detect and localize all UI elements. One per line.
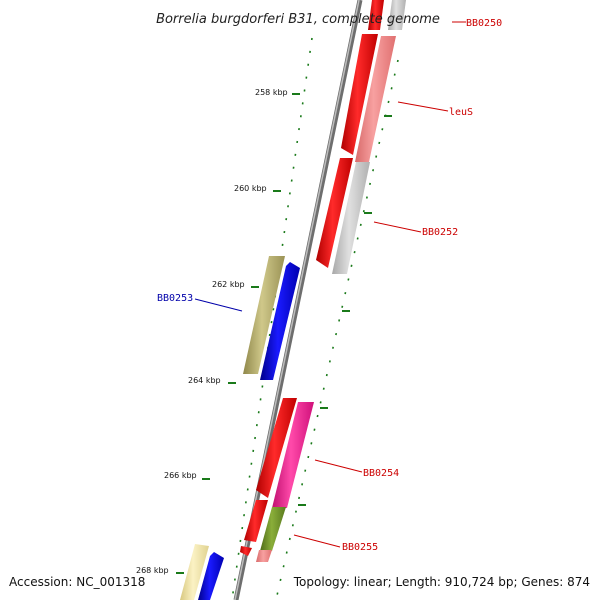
tick-label-260: 260 kbp xyxy=(234,184,267,193)
accession-label: Accession: NC_001318 xyxy=(9,575,145,589)
genome-summary: Topology: linear; Length: 910,724 bp; Ge… xyxy=(293,575,590,589)
gene-label-BB0252[interactable]: BB0252 xyxy=(422,227,458,238)
map-title: Borrelia burgdorferi B31, complete genom… xyxy=(156,12,440,27)
gene-BB0254[interactable] xyxy=(256,398,314,508)
tick-label-268: 268 kbp xyxy=(136,566,169,575)
gene-BB0252[interactable] xyxy=(316,158,370,274)
gene-label-leuS[interactable]: leuS xyxy=(449,107,473,118)
gene-BB0253[interactable] xyxy=(243,256,300,380)
tick-label-266: 266 kbp xyxy=(164,471,197,480)
tick-label-258: 258 kbp xyxy=(255,88,288,97)
gene-label-BB0250[interactable]: BB0250 xyxy=(466,18,502,29)
major-ticks-right xyxy=(298,115,392,506)
gene-BB0250-forward[interactable] xyxy=(368,0,406,30)
gene-label-BB0255[interactable]: BB0255 xyxy=(342,542,378,553)
gene-label-BB0253[interactable]: BB0253 xyxy=(157,293,193,304)
major-ticks-left xyxy=(176,93,300,574)
gene-leuS[interactable] xyxy=(341,34,396,162)
gene-BB0255[interactable] xyxy=(240,500,286,562)
label-leaders xyxy=(194,21,466,548)
tick-label-262: 262 kbp xyxy=(212,280,245,289)
tick-label-264: 264 kbp xyxy=(188,376,221,385)
gene-bottom-partial[interactable] xyxy=(180,544,224,600)
gene-label-BB0254[interactable]: BB0254 xyxy=(363,468,399,479)
tick-labels: 258 kbp 260 kbp 262 kbp 264 kbp 266 kbp … xyxy=(136,88,288,575)
